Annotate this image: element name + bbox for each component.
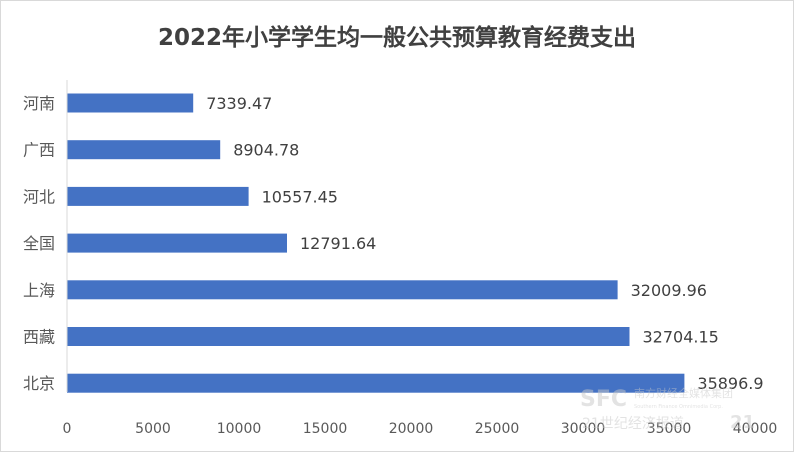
bar-4 bbox=[67, 280, 618, 300]
value-label-4: 32009.96 bbox=[631, 281, 707, 300]
watermark-brand: 21世纪经济报道 bbox=[582, 416, 684, 432]
x-tick-label-8: 40000 bbox=[733, 421, 778, 437]
bar-6 bbox=[67, 373, 685, 393]
bar-2 bbox=[67, 186, 249, 206]
category-label-0: 河南 bbox=[23, 94, 55, 113]
category-label-1: 广西 bbox=[23, 141, 55, 160]
category-label-3: 全国 bbox=[23, 234, 55, 253]
value-label-6: 35896.9 bbox=[697, 374, 763, 393]
bar-3 bbox=[67, 233, 287, 253]
x-tick-label-1: 5000 bbox=[135, 421, 171, 437]
bar-0 bbox=[67, 93, 194, 113]
x-tick-label-2: 10000 bbox=[217, 421, 262, 437]
x-tick-label-5: 25000 bbox=[475, 421, 520, 437]
category-label-4: 上海 bbox=[23, 281, 55, 300]
bar-5 bbox=[67, 327, 630, 346]
value-label-5: 32704.15 bbox=[643, 328, 719, 347]
watermark-brand-num: 21 bbox=[730, 412, 755, 433]
value-label-0: 7339.47 bbox=[206, 94, 272, 113]
value-label-2: 10557.45 bbox=[262, 187, 338, 206]
category-label-2: 河北 bbox=[23, 187, 55, 206]
bar-1 bbox=[67, 140, 221, 160]
watermark-org: 南方财经全媒体集团 bbox=[634, 386, 733, 400]
x-tick-label-0: 0 bbox=[63, 421, 72, 437]
x-tick-label-3: 15000 bbox=[303, 421, 348, 437]
x-tick-label-6: 30000 bbox=[561, 421, 606, 437]
bars-layer: 7339.47 8904.78 10557.45 12791.64 32009.96 32… bbox=[67, 93, 764, 393]
watermark-org-en: Southern Finance Omnimedia Corp. bbox=[634, 404, 723, 410]
value-label-1: 8904.78 bbox=[233, 141, 299, 160]
chart-title: 2022年小学学生均一般公共预算教育经费支出 bbox=[158, 24, 636, 51]
watermark-logo: SFC bbox=[580, 387, 627, 412]
category-label-6: 北京 bbox=[23, 374, 55, 393]
value-label-3: 12791.64 bbox=[300, 234, 376, 253]
sfc-watermark: SFC 南方财经全媒体集团 Southern Finance Omnimedia… bbox=[580, 386, 755, 433]
category-label-5: 西藏 bbox=[23, 328, 55, 347]
x-tick-label-7: 35000 bbox=[647, 421, 692, 437]
x-tick-label-4: 20000 bbox=[389, 421, 434, 437]
